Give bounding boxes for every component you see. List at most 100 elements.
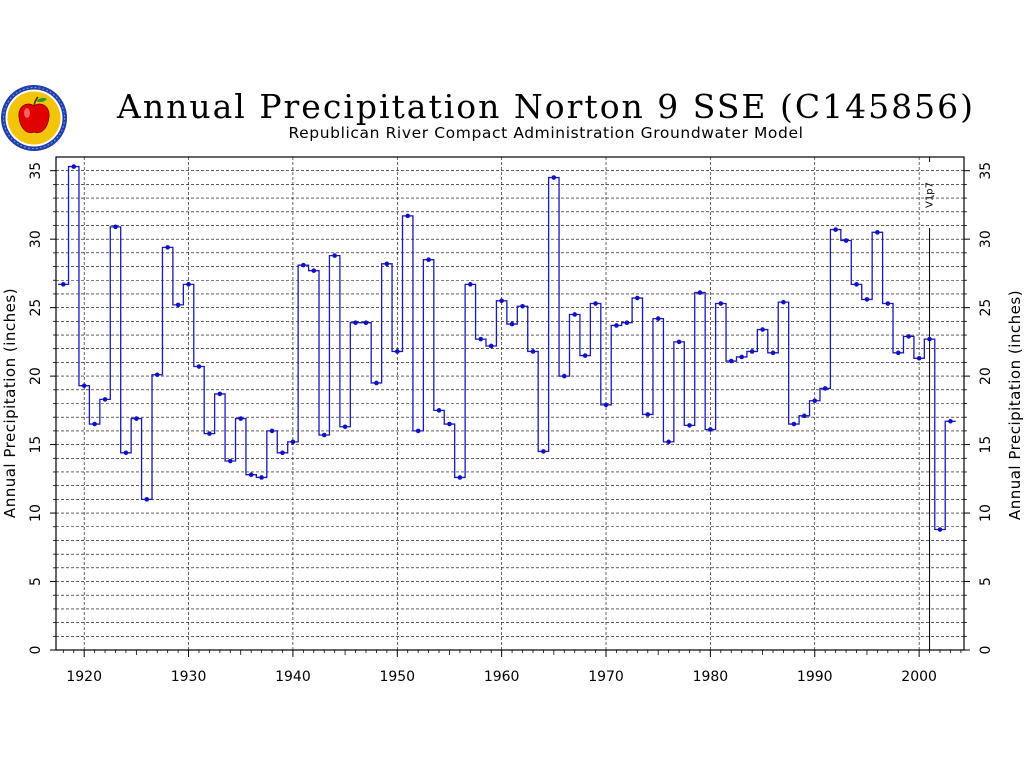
data-point: [217, 391, 223, 397]
data-point: [457, 475, 463, 480]
data-point: [301, 262, 306, 268]
data-point: [582, 353, 588, 358]
apple-icon: [18, 103, 50, 134]
data-point: [207, 431, 212, 436]
data-point: [906, 334, 911, 339]
data-point: [478, 336, 484, 342]
data-point: [781, 299, 786, 305]
y-tick-label-left: 5: [28, 577, 44, 586]
y-axis-label-right: Annual Precipitation (inches): [1006, 290, 1024, 520]
data-point: [885, 301, 891, 306]
x-tick-label: 1960: [484, 669, 520, 685]
data-point: [645, 412, 651, 417]
data-point: [812, 398, 818, 404]
y-tick-label-right: 15: [978, 436, 994, 454]
apple-highlight: [24, 108, 30, 118]
data-point: [405, 213, 411, 219]
data-point: [687, 423, 692, 428]
data-point: [603, 402, 609, 408]
data-point: [394, 349, 400, 354]
data-point: [165, 245, 170, 250]
y-tick-label-right: 25: [978, 299, 994, 317]
plot-frame: [55, 156, 965, 651]
y-tick-label-right: 35: [978, 162, 994, 180]
data-point: [666, 439, 671, 445]
data-point: [488, 343, 494, 349]
data-point: [676, 339, 682, 345]
y-tick-label-right: 0: [978, 646, 994, 655]
data-point: [426, 257, 431, 263]
x-tick-label: 1920: [66, 669, 102, 685]
x-tick-label: 2000: [901, 669, 937, 685]
y-tick-label-right: 20: [978, 367, 994, 385]
data-point: [749, 349, 755, 354]
data-point: [196, 364, 202, 369]
data-point: [92, 421, 97, 427]
data-point: [415, 428, 421, 434]
data-point: [311, 268, 317, 273]
data-point: [624, 320, 630, 326]
data-point: [134, 416, 139, 421]
data-point: [468, 282, 473, 287]
data-point: [561, 373, 567, 379]
data-point: [113, 224, 118, 230]
vertical-marker: V1ฺp7: [925, 157, 936, 650]
data-point: [895, 350, 901, 356]
data-point: [102, 397, 108, 402]
data-point: [530, 349, 536, 354]
y-tick-label-right: 10: [978, 504, 994, 522]
data-point: [248, 472, 254, 478]
y-tick-label-left: 15: [28, 436, 44, 454]
data-point: [635, 295, 640, 301]
ticks: 0 0 5 5 10 10 15 15 20 20 25 25 30 30 35 35 1920 1930 1940…: [28, 162, 994, 685]
data-point: [447, 421, 452, 427]
data-point: [791, 421, 797, 427]
data-point: [948, 419, 953, 424]
data-point: [384, 261, 390, 267]
data-point: [572, 312, 578, 317]
data-point: [875, 230, 880, 235]
data-point: [363, 320, 369, 326]
data-point: [332, 253, 337, 258]
data-point: [238, 416, 244, 421]
y-tick-label-left: 25: [28, 299, 44, 317]
y-tick-label-right: 5: [978, 577, 994, 586]
data-point: [927, 336, 932, 342]
marker-label: V1ฺp7: [925, 182, 936, 208]
data-point: [123, 450, 129, 456]
data-point: [854, 282, 859, 287]
data-point: [61, 282, 66, 287]
data-point: [259, 475, 264, 480]
data-point: [499, 298, 504, 304]
data-point: [290, 439, 296, 445]
data-point: [509, 321, 515, 327]
x-tick-label: 1980: [693, 669, 729, 685]
y-tick-label-left: 0: [28, 646, 44, 655]
apple-stem-icon: [33, 96, 39, 107]
apple-seal-logo: [1, 85, 67, 151]
x-tick-label: 1970: [588, 669, 624, 685]
x-tick-label: 1930: [171, 669, 207, 685]
data-point: [144, 497, 150, 502]
data-point: [770, 350, 776, 356]
data-point: [280, 450, 285, 456]
data-point: [916, 356, 922, 361]
y-axis-label-left: Annual Precipitation (inches): [1, 288, 19, 518]
data-point: [864, 297, 870, 302]
data-point: [802, 413, 807, 419]
data-point: [760, 327, 765, 332]
data-point: [321, 432, 327, 438]
data-point: [520, 303, 525, 309]
chart-subtitle: Republican River Compact Administration …: [288, 124, 803, 142]
x-tick-label: 1990: [797, 669, 833, 685]
data-point: [822, 386, 828, 391]
data-point: [342, 424, 348, 430]
data-point: [436, 408, 442, 413]
x-tick-label: 1950: [379, 669, 415, 685]
data-point: [718, 301, 724, 306]
data-point: [697, 290, 703, 295]
data-point: [551, 175, 557, 180]
logo-band: [3, 87, 65, 149]
apple-leaf-icon: [36, 97, 47, 103]
